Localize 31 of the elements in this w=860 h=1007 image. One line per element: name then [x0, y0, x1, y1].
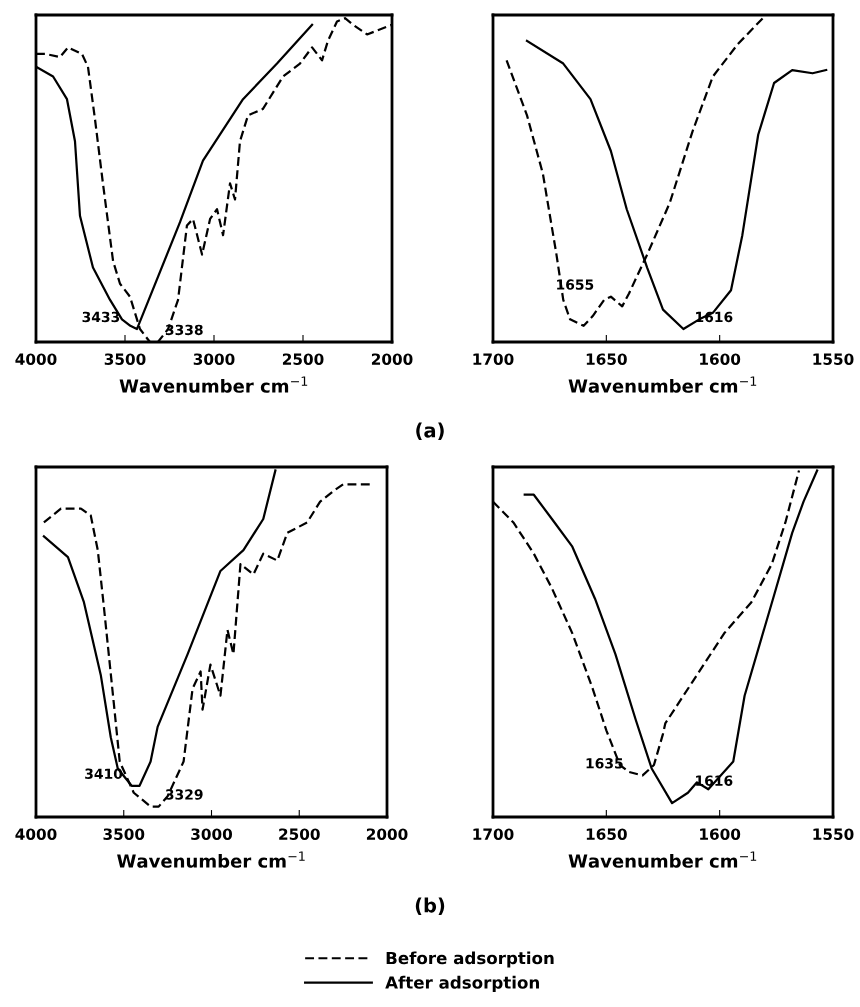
x-tick-label: 1600 — [700, 828, 741, 840]
x-tick-label: 2500 — [282, 353, 324, 365]
legend-label: Before adsorption — [386, 951, 554, 968]
x-tick-label: 3500 — [103, 828, 145, 840]
annotation: 3410 — [85, 768, 123, 779]
x-axis-title: Wavenumber cm$^{−1}$ — [119, 376, 308, 393]
x-tick-label: 2500 — [279, 828, 320, 840]
x-tick-label: 4000 — [15, 828, 57, 840]
annotation: 3329 — [165, 789, 203, 800]
x-axis-title: Wavenumber cm$^{−1}$ — [568, 376, 757, 393]
text: (a) — [416, 422, 444, 440]
annotation: 3433 — [82, 311, 120, 323]
x-axis-title: Wavenumber cm$^{−1}$ — [568, 851, 757, 868]
x-tick-label: 1650 — [586, 353, 627, 365]
x-axis-title: Wavenumber cm$^{−1}$ — [117, 851, 305, 868]
text: (b) — [415, 897, 445, 915]
x-tick-label: 2000 — [366, 828, 408, 840]
x-tick-label: 1550 — [813, 828, 854, 840]
x-tick-label: 4000 — [15, 353, 57, 365]
annotation: 1635 — [586, 758, 623, 769]
x-tick-label: 3000 — [193, 353, 235, 365]
x-tick-label: 1550 — [813, 353, 854, 365]
annotation: 3338 — [165, 324, 203, 336]
x-tick-label: 3000 — [191, 828, 233, 840]
x-tick-label: 1700 — [473, 353, 514, 365]
x-tick-label: 1700 — [473, 828, 514, 840]
x-tick-label: 2000 — [371, 353, 413, 365]
x-tick-label: 1600 — [700, 353, 741, 365]
legend-label: After adsorption — [385, 975, 539, 992]
x-tick-label: 1650 — [586, 828, 627, 840]
x-tick-label: 3500 — [104, 353, 146, 365]
